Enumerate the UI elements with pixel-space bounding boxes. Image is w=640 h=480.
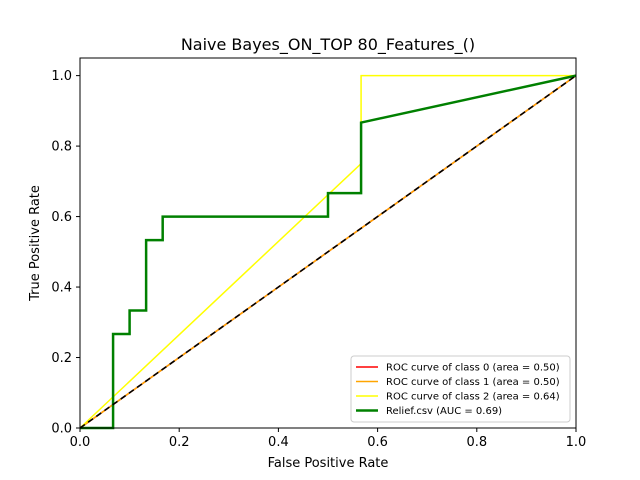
plot-frame — [79, 57, 577, 429]
legend-entry-2: ROC curve of class 2 (area = 0.64) — [386, 392, 560, 403]
x-axis-ticks: 0.0 0.2 0.4 0.6 0.8 1.0 — [70, 428, 587, 450]
curves-layer — [79, 74, 577, 430]
x-tick-label: 0.2 — [169, 435, 190, 450]
y-tick-label: 0.4 — [51, 281, 72, 296]
x-tick-label: 0.6 — [367, 435, 388, 450]
y-axis-label: True Positive Rate — [28, 185, 43, 302]
chart-title: Naive Bayes_ON_TOP 80_Features_() — [181, 35, 475, 55]
x-axis-label: False Positive Rate — [268, 456, 389, 471]
y-tick-label: 0.0 — [51, 422, 72, 437]
legend-frame — [350, 355, 571, 423]
legend-entry-3: Relief.csv (AUC = 0.69) — [386, 406, 502, 417]
legend-entry-1: ROC curve of class 1 (area = 0.50) — [386, 377, 560, 388]
x-tick-label: 1.0 — [566, 435, 587, 450]
x-tick-label: 0.4 — [268, 435, 289, 450]
series-line-2 — [79, 74, 576, 429]
y-tick-label: 1.0 — [51, 69, 72, 84]
legend-entry-0: ROC curve of class 0 (area = 0.50) — [386, 363, 560, 374]
x-tick-label: 0.8 — [466, 435, 487, 450]
y-tick-label: 0.8 — [51, 140, 72, 155]
y-tick-label: 0.6 — [51, 210, 72, 225]
x-tick-label: 0.0 — [70, 435, 91, 450]
reference-diagonal — [79, 74, 577, 429]
legend: ROC curve of class 0 (area = 0.50) ROC cu… — [350, 355, 571, 423]
y-axis-ticks: 0.0 0.2 0.4 0.6 0.8 1.0 — [51, 69, 80, 437]
series-line-3 — [80, 74, 577, 430]
y-tick-label: 0.2 — [51, 351, 72, 366]
